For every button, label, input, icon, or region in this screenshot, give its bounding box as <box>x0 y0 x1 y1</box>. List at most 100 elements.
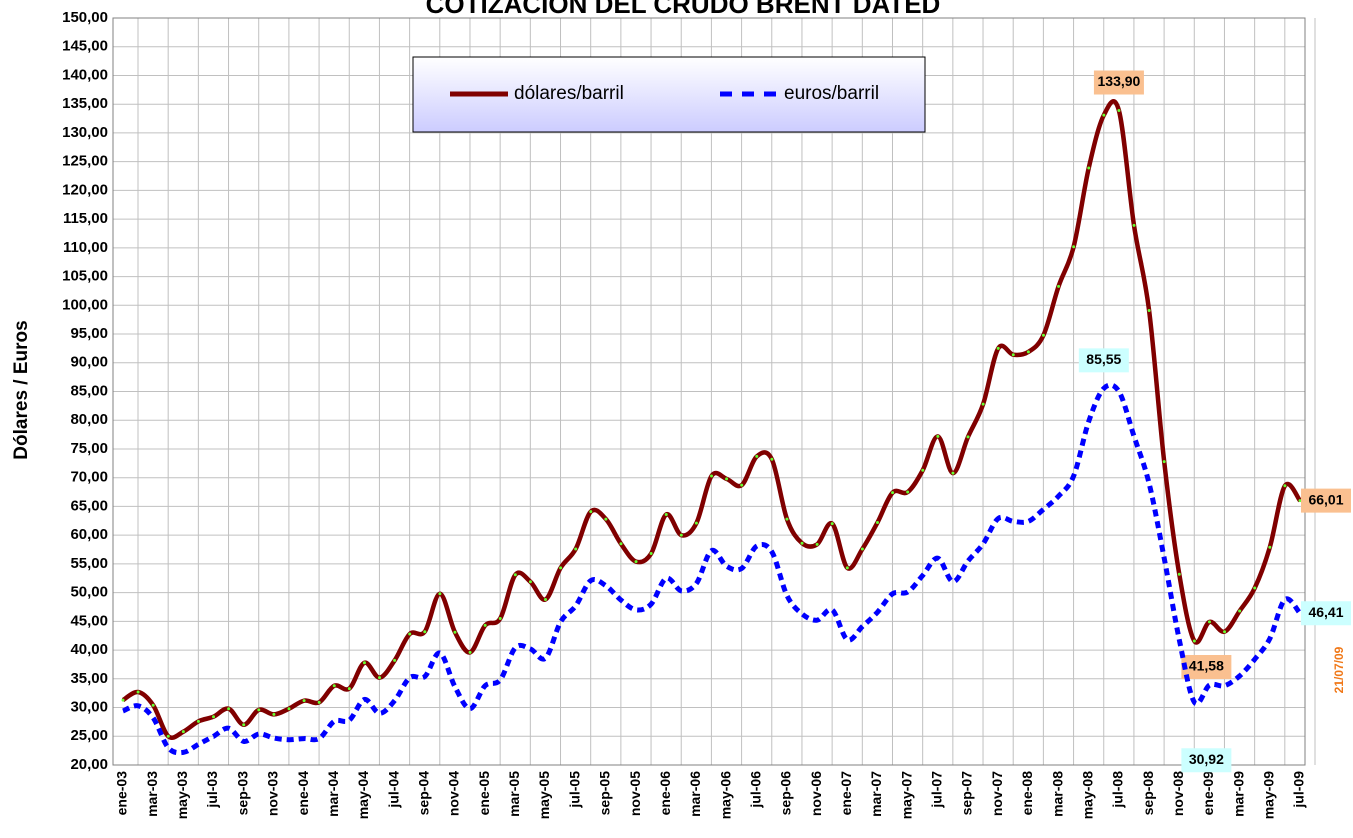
point-marker <box>483 623 487 627</box>
point-marker <box>694 521 698 525</box>
point-marker <box>860 547 864 551</box>
x-tick-label: mar-09 <box>1230 771 1246 817</box>
point-marker <box>287 707 291 711</box>
value-label-box <box>1078 348 1129 373</box>
x-tick-label: jul-05 <box>566 771 582 809</box>
point-marker <box>710 474 713 478</box>
point-marker <box>242 723 246 727</box>
point-marker <box>196 719 200 723</box>
x-tick-label: nov-04 <box>446 771 462 816</box>
point-marker <box>423 630 427 634</box>
x-tick-label: may-04 <box>355 771 371 819</box>
point-marker <box>740 483 744 487</box>
x-tick-label: mar-07 <box>868 771 884 817</box>
y-tick-label: 110,00 <box>63 239 108 256</box>
point-marker <box>966 435 970 439</box>
x-tick-label: ene-05 <box>476 771 492 816</box>
point-marker <box>619 542 623 546</box>
x-tick-label: jul-08 <box>1110 771 1126 809</box>
value-label: 46,41 <box>1308 604 1343 620</box>
series-line <box>121 99 1302 740</box>
x-tick-label: mar-06 <box>687 771 703 817</box>
x-tick-label: jul-03 <box>204 771 220 809</box>
y-tick-label: 30,00 <box>70 699 108 716</box>
x-tick-label: nov-06 <box>808 771 824 816</box>
point-marker <box>1177 572 1181 576</box>
legend-label: dólares/barril <box>514 83 624 104</box>
series-line <box>121 382 1302 756</box>
y-tick-label: 115,00 <box>63 210 108 227</box>
point-marker <box>1132 223 1136 227</box>
point-marker <box>1238 609 1242 613</box>
point-marker <box>906 490 910 494</box>
point-marker <box>1026 350 1030 354</box>
value-label-box <box>1301 488 1351 513</box>
point-marker <box>212 715 216 719</box>
y-tick-label: 45,00 <box>70 612 108 629</box>
value-label-box <box>1301 601 1351 626</box>
point-marker <box>181 730 185 734</box>
x-tick-label: ene-08 <box>1019 771 1035 816</box>
point-marker <box>151 703 155 707</box>
x-tick-label: ene-03 <box>114 771 130 816</box>
point-marker <box>1072 245 1076 249</box>
x-tick-label: jul-06 <box>747 771 763 809</box>
x-tick-label: ene-09 <box>1200 771 1216 816</box>
point-marker <box>453 630 457 634</box>
value-label: 30,92 <box>1189 751 1224 767</box>
point-marker <box>815 542 819 546</box>
x-tick-label: sep-05 <box>597 771 613 816</box>
point-marker <box>1162 460 1166 464</box>
y-tick-label: 85,00 <box>70 382 108 399</box>
point-marker <box>1117 109 1121 113</box>
point-marker <box>604 517 608 521</box>
x-tick-label: sep-08 <box>1140 771 1156 816</box>
x-tick-label: jul-09 <box>1291 771 1307 809</box>
x-tick-label: may-06 <box>717 771 733 819</box>
point-marker <box>1041 333 1045 337</box>
y-tick-label: 105,00 <box>62 268 108 285</box>
point-marker <box>574 547 578 551</box>
point-marker <box>121 698 125 702</box>
point-marker <box>347 687 351 691</box>
x-tick-label: sep-06 <box>778 771 794 816</box>
x-tick-label: nov-05 <box>627 771 643 816</box>
point-marker <box>302 699 306 703</box>
point-marker <box>664 512 668 516</box>
x-tick-label: ene-04 <box>295 771 311 816</box>
y-tick-label: 80,00 <box>70 411 108 428</box>
x-tick-label: may-05 <box>536 771 552 819</box>
value-label-box <box>1181 748 1232 773</box>
x-tick-label: mar-05 <box>506 771 522 817</box>
point-marker <box>1298 499 1302 503</box>
y-axis-label: Dólares / Euros <box>11 320 32 459</box>
x-tick-label: jul-07 <box>929 771 945 809</box>
point-marker <box>921 468 925 472</box>
point-marker <box>1207 620 1211 624</box>
point-marker <box>679 533 683 537</box>
x-tick-label: may-09 <box>1261 771 1277 819</box>
point-marker <box>166 734 170 738</box>
date-annotation: 21/07/09 <box>1332 646 1346 693</box>
point-marker <box>559 566 563 570</box>
y-tick-label: 90,00 <box>70 354 108 371</box>
point-marker <box>513 573 517 577</box>
point-marker <box>498 616 502 620</box>
x-tick-label: jul-04 <box>385 771 401 809</box>
y-tick-label: 145,00 <box>62 38 108 55</box>
value-label: 133,90 <box>1098 73 1141 89</box>
point-marker <box>996 346 1000 350</box>
point-marker <box>649 552 653 556</box>
value-label-box <box>1181 654 1232 679</box>
point-marker <box>1147 308 1151 312</box>
y-tick-label: 75,00 <box>70 440 108 457</box>
point-marker <box>227 707 231 711</box>
point-marker <box>875 521 879 525</box>
point-marker <box>332 684 336 688</box>
point-marker <box>589 510 593 514</box>
value-label: 85,55 <box>1086 351 1121 367</box>
x-tick-label: may-08 <box>1079 771 1095 819</box>
point-marker <box>1057 284 1061 288</box>
point-marker <box>393 658 397 662</box>
